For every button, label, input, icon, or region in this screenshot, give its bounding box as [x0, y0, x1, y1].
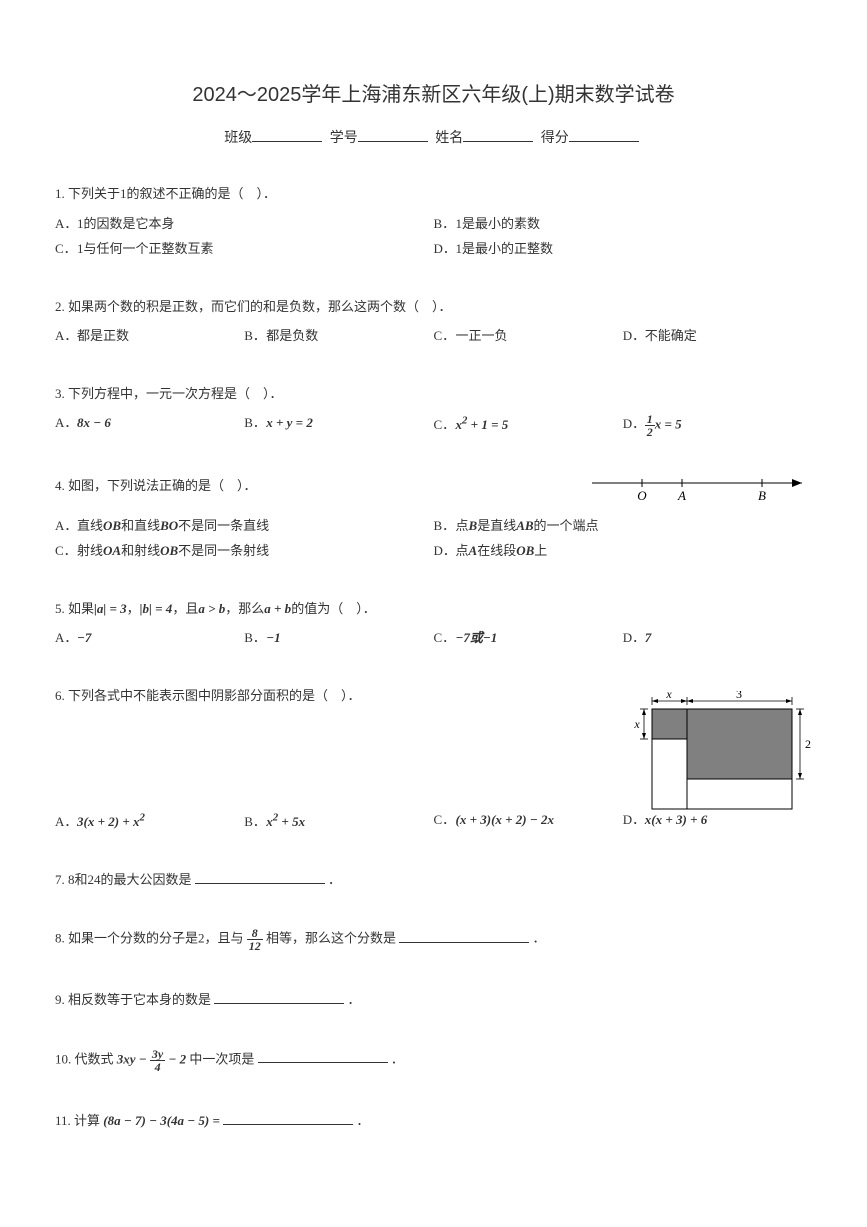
q3-option-b: B．x + y = 2: [244, 413, 433, 438]
q7-blank[interactable]: [195, 871, 325, 884]
field-number-blank[interactable]: [358, 128, 428, 142]
q6-option-d: D．x(x + 3) + 6: [623, 810, 812, 832]
q5-option-b: B．−1: [244, 628, 433, 648]
question-9: 9. 相反数等于它本身的数是 ．: [55, 990, 812, 1010]
q1-option-a: A．1的因数是它本身: [55, 214, 434, 234]
number-line-figure: O A B: [592, 468, 812, 508]
question-2: 2. 如果两个数的积是正数，而它们的和是负数，那么这两个数（ ）． A．都是正数…: [55, 297, 812, 346]
q5-option-c: C．−7或−1: [434, 628, 623, 648]
q6-option-a: A．3(x + 2) + x2: [55, 810, 244, 832]
q2-stem: 2. 如果两个数的积是正数，而它们的和是负数，那么这两个数（ ）．: [55, 297, 812, 317]
q8-pre: 8. 如果一个分数的分子是2，且与: [55, 931, 244, 946]
q3-option-c: C．x2 + 1 = 5: [434, 413, 623, 438]
svg-text:B: B: [758, 488, 766, 503]
q3-option-d: D．12x = 5: [623, 413, 812, 438]
q9-blank[interactable]: [214, 991, 344, 1004]
q3-stem: 3. 下列方程中，一元一次方程是（ ）．: [55, 384, 812, 404]
q11-expr: (8a − 7) − 3(4a − 5) =: [103, 1113, 223, 1128]
question-10: 10. 代数式 3xy − 3y4 − 2 中一次项是 ．: [55, 1048, 812, 1073]
svg-text:2: 2: [805, 737, 811, 751]
q1-option-d: D．1是最小的正整数: [434, 239, 813, 259]
q8-fraction: 812: [247, 927, 263, 952]
question-4: O A B 4. 如图，下列说法正确的是（ ）． A．直线OB和直线BO不是同一…: [55, 476, 812, 561]
q1-option-b: B．1是最小的素数: [434, 214, 813, 234]
q4-option-c: C．射线OA和射线OB不是同一条射线: [55, 541, 434, 561]
q5-option-a: A．−7: [55, 628, 244, 648]
q6-option-b: B．x2 + 5x: [244, 810, 433, 832]
q11-pre: 11. 计算: [55, 1113, 100, 1128]
field-class-label: 班级: [224, 131, 252, 146]
q7-text: 7. 8和24的最大公因数是: [55, 872, 192, 887]
q2-option-c: C．一正一负: [434, 326, 623, 346]
q5-stem: 5. 如果|a| = 3，|b| = 4，且a > b，那么a + b的值为（ …: [55, 599, 812, 619]
q4-option-a: A．直线OB和直线BO不是同一条直线: [55, 516, 434, 536]
field-number-label: 学号: [330, 131, 358, 146]
q10-blank[interactable]: [258, 1050, 388, 1063]
q2-option-a: A．都是正数: [55, 326, 244, 346]
svg-text:O: O: [637, 488, 647, 503]
field-score-blank[interactable]: [569, 128, 639, 142]
question-7: 7. 8和24的最大公因数是 ．: [55, 870, 812, 890]
q8-post: 相等，那么这个分数是: [266, 931, 396, 946]
header-fields: 班级 学号 姓名 得分: [55, 128, 812, 149]
q10-pre: 10. 代数式: [55, 1051, 114, 1066]
question-11: 11. 计算 (8a − 7) − 3(4a − 5) = ．: [55, 1111, 812, 1131]
q8-blank[interactable]: [399, 930, 529, 943]
question-8: 8. 如果一个分数的分子是2，且与 812 相等，那么这个分数是 ．: [55, 927, 812, 952]
q1-stem: 1. 下列关于1的叙述不正确的是（ ）．: [55, 184, 812, 204]
field-score-label: 得分: [541, 131, 569, 146]
field-name-label: 姓名: [435, 131, 463, 146]
question-1: 1. 下列关于1的叙述不正确的是（ ）． A．1的因数是它本身 B．1是最小的素…: [55, 184, 812, 259]
svg-text:x: x: [665, 691, 672, 701]
q5-option-d: D．7: [623, 628, 812, 648]
q10-expr: 3xy −: [117, 1051, 150, 1066]
field-name-blank[interactable]: [463, 128, 533, 142]
field-class-blank[interactable]: [252, 128, 322, 142]
svg-text:A: A: [677, 488, 686, 503]
question-6: x 3 x 2 6. 下列各式中不能表示图中阴影部分面积的是（ ）． A．3(x…: [55, 686, 812, 832]
q3-option-a: A．8x − 6: [55, 413, 244, 438]
q6-option-c: C．(x + 3)(x + 2) − 2x: [434, 810, 623, 832]
q1-option-c: C．1与任何一个正整数互素: [55, 239, 434, 259]
q4-option-b: B．点B是直线AB的一个端点: [434, 516, 813, 536]
q2-option-d: D．不能确定: [623, 326, 812, 346]
q2-option-b: B．都是负数: [244, 326, 433, 346]
q9-text: 9. 相反数等于它本身的数是: [55, 992, 211, 1007]
exam-title: 2024～2025学年上海浦东新区六年级(上)期末数学试卷: [55, 80, 812, 110]
question-3: 3. 下列方程中，一元一次方程是（ ）． A．8x − 6 B．x + y = …: [55, 384, 812, 439]
svg-text:3: 3: [736, 691, 742, 701]
q10-post: 中一次项是: [189, 1051, 254, 1066]
svg-text:x: x: [633, 717, 640, 731]
q4-option-d: D．点A在线段OB上: [434, 541, 813, 561]
q11-blank[interactable]: [223, 1112, 353, 1125]
shaded-area-figure: x 3 x 2: [632, 691, 812, 811]
question-5: 5. 如果|a| = 3，|b| = 4，且a > b，那么a + b的值为（ …: [55, 599, 812, 648]
